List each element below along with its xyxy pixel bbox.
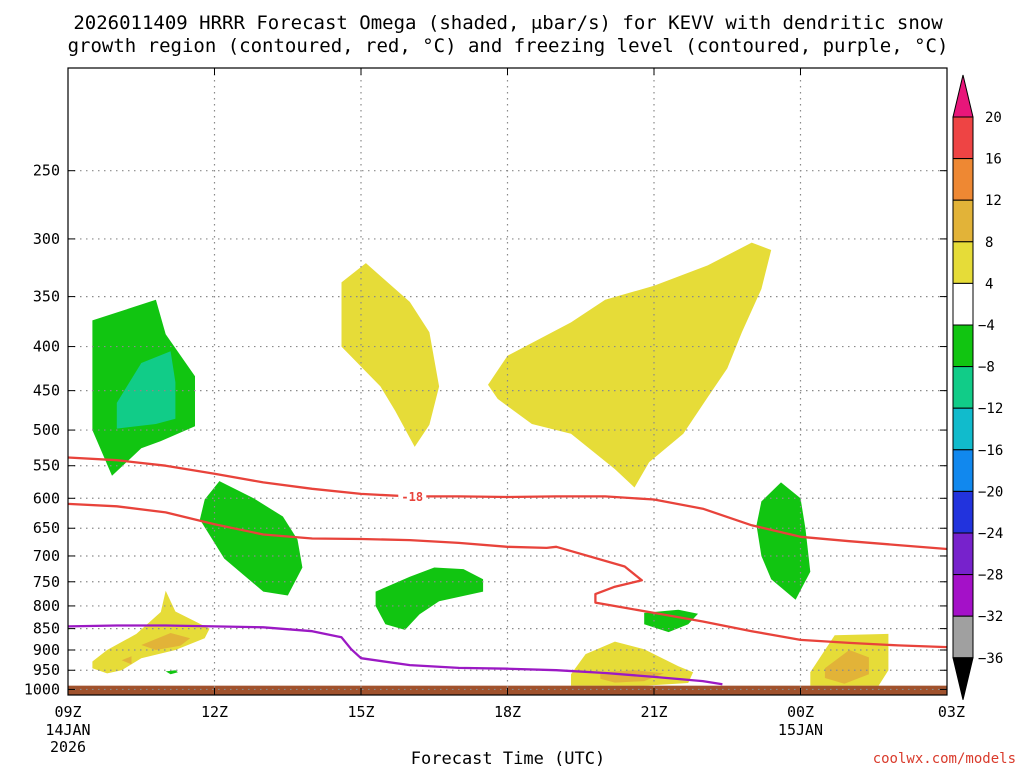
omega-shaded-regions xyxy=(92,242,889,686)
colorbar-label: 20 xyxy=(985,110,1002,126)
colorbar-label: 4 xyxy=(985,276,993,292)
colorbar-top-arrow xyxy=(952,74,974,118)
y-tick-label: 550 xyxy=(33,457,60,475)
y-axis-pressure-labels: 250 300 350 400 450 500 550 600 650 700 750 800 850 9… xyxy=(24,162,947,698)
omega-region-11 xyxy=(121,656,132,665)
omega-region-5 xyxy=(199,481,303,596)
x-tick-label: 03Z xyxy=(938,703,965,721)
colorbar-bottom-arrow xyxy=(952,657,974,700)
contour-label-bg xyxy=(398,489,427,504)
colorbar-band--36--32 xyxy=(952,615,974,659)
x-tick-label: 12Z xyxy=(201,703,228,721)
colorbar-label: −8 xyxy=(978,360,995,376)
colorbar-label: 12 xyxy=(985,193,1002,209)
y-tick-label: 650 xyxy=(33,519,60,537)
contour-label: -18 xyxy=(401,490,423,504)
colorbar-band--32--28 xyxy=(952,574,974,617)
y-tick-label: 400 xyxy=(33,338,60,356)
omega-region-2 xyxy=(116,351,176,429)
colorbar-band-12-16 xyxy=(952,158,974,201)
colorbar-band--4-4 xyxy=(952,282,974,326)
y-tick-label: 750 xyxy=(33,573,60,591)
colorbar-label: −20 xyxy=(978,484,1003,500)
colorbar-label: 16 xyxy=(985,152,1002,168)
x-tick-date: 14JAN xyxy=(45,721,90,739)
colorbar-band--8--4 xyxy=(952,324,974,368)
contour-labels: -18 xyxy=(398,489,427,504)
colorbar-band--24--20 xyxy=(952,490,974,534)
omega-region-3 xyxy=(341,263,440,447)
colorbar-label: −32 xyxy=(978,609,1003,625)
colorbar-label: −24 xyxy=(978,526,1003,542)
x-tick-label: 15Z xyxy=(347,703,374,721)
x-tick-label: 00Z xyxy=(787,703,814,721)
y-tick-label: 250 xyxy=(33,162,60,180)
omega-region-9 xyxy=(92,590,210,674)
y-tick-label: 850 xyxy=(33,620,60,638)
gridlines xyxy=(68,68,947,695)
chart-title-line-2: growth region (contoured, red, °C) and f… xyxy=(68,35,949,57)
y-tick-label: 800 xyxy=(33,597,60,615)
colorbar-band--16--12 xyxy=(952,407,974,451)
x-tick-label: 21Z xyxy=(640,703,667,721)
y-tick-label: 950 xyxy=(33,661,60,679)
colorbar-band--12--8 xyxy=(952,366,974,409)
y-tick-label: 900 xyxy=(33,641,60,659)
omega-region-16 xyxy=(824,650,869,684)
omega-region-6 xyxy=(375,567,484,630)
omega-colorbar: 20 16 12 8 4 −4 −8 −12 −16 −20 −24 −28 −32 −36 xyxy=(952,74,1003,700)
colorbar-label: −16 xyxy=(978,443,1003,459)
omega-region-12 xyxy=(165,670,178,675)
chart-title-line-1: 2026011409 HRRR Forecast Omega (shaded, … xyxy=(73,12,943,34)
contour--12c-isotherm xyxy=(67,456,948,551)
omega-region-8 xyxy=(756,482,811,600)
colorbar-band--20--16 xyxy=(952,449,974,492)
x-tick-date: 15JAN xyxy=(778,721,823,739)
colorbar-band-16-20 xyxy=(952,116,974,160)
x-tick-label: 09Z xyxy=(54,703,81,721)
y-tick-label: 500 xyxy=(33,421,60,439)
colorbar-label: −36 xyxy=(978,651,1003,667)
colorbar-label: −12 xyxy=(978,401,1003,417)
omega-region-4 xyxy=(488,242,772,488)
colorbar-label: −28 xyxy=(978,568,1003,584)
contour-lines xyxy=(67,456,948,686)
x-tick-year: 2026 xyxy=(50,738,86,756)
contour-freezing-level xyxy=(67,624,723,686)
credit-link[interactable]: coolwx.com/models xyxy=(873,751,1016,767)
y-tick-label: 1000 xyxy=(24,680,60,698)
y-tick-label: 450 xyxy=(33,382,60,400)
y-tick-label: 700 xyxy=(33,547,60,565)
contour--18c-isotherm xyxy=(67,502,948,649)
y-tick-label: 350 xyxy=(33,288,60,306)
omega-region-7 xyxy=(644,609,698,633)
omega-region-10 xyxy=(141,633,191,650)
colorbar-band-4-8 xyxy=(952,241,974,284)
y-tick-label: 300 xyxy=(33,230,60,248)
colorbar-band--28--24 xyxy=(952,532,974,576)
x-tick-label: 18Z xyxy=(494,703,521,721)
colorbar-label: 8 xyxy=(985,235,993,251)
x-axis-title: Forecast Time (UTC) xyxy=(411,749,605,768)
y-tick-label: 600 xyxy=(33,489,60,507)
colorbar-label: −4 xyxy=(978,318,995,334)
colorbar-band-8-12 xyxy=(952,199,974,243)
